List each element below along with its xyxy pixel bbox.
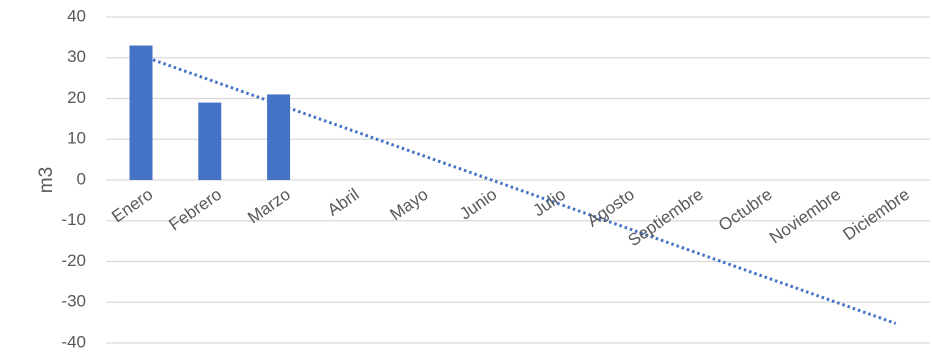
x-tick-label: Junio <box>456 185 500 224</box>
x-tick-label: Julio <box>530 185 570 221</box>
x-tick-label: Abril <box>324 185 363 220</box>
x-tick-label: Septiembre <box>625 185 707 250</box>
x-tick-label: Octubre <box>715 185 775 235</box>
y-tick-label: 0 <box>77 169 86 188</box>
x-tick-label: Febrero <box>165 185 225 235</box>
x-tick-label: Diciembre <box>840 185 914 244</box>
y-tick-label: 30 <box>67 47 86 66</box>
x-tick-label: Mayo <box>387 185 432 224</box>
y-tick-label: -10 <box>61 210 86 229</box>
y-tick-label: -20 <box>61 251 86 270</box>
x-tick-label: Enero <box>108 185 156 227</box>
trendline <box>152 58 897 325</box>
y-tick-label: -40 <box>61 332 86 351</box>
y-tick-label: -30 <box>61 292 86 311</box>
y-tick-label: 40 <box>67 6 86 25</box>
y-axis-title: m3 <box>36 167 57 193</box>
x-tick-label: Noviembre <box>766 185 844 248</box>
bar-marzo <box>267 94 291 180</box>
y-tick-label: 10 <box>67 129 86 148</box>
x-axis-categories: Enero Febrero Marzo Abril Mayo Junio Julio Agos… <box>108 185 913 250</box>
gridlines <box>106 16 930 344</box>
bar-febrero <box>198 102 222 180</box>
bars <box>129 45 291 181</box>
y-tick-label: 20 <box>67 88 86 107</box>
y-axis-ticks: 40 30 20 10 0 -10 -20 -30 -40 <box>61 6 86 351</box>
bar-enero <box>129 45 153 181</box>
